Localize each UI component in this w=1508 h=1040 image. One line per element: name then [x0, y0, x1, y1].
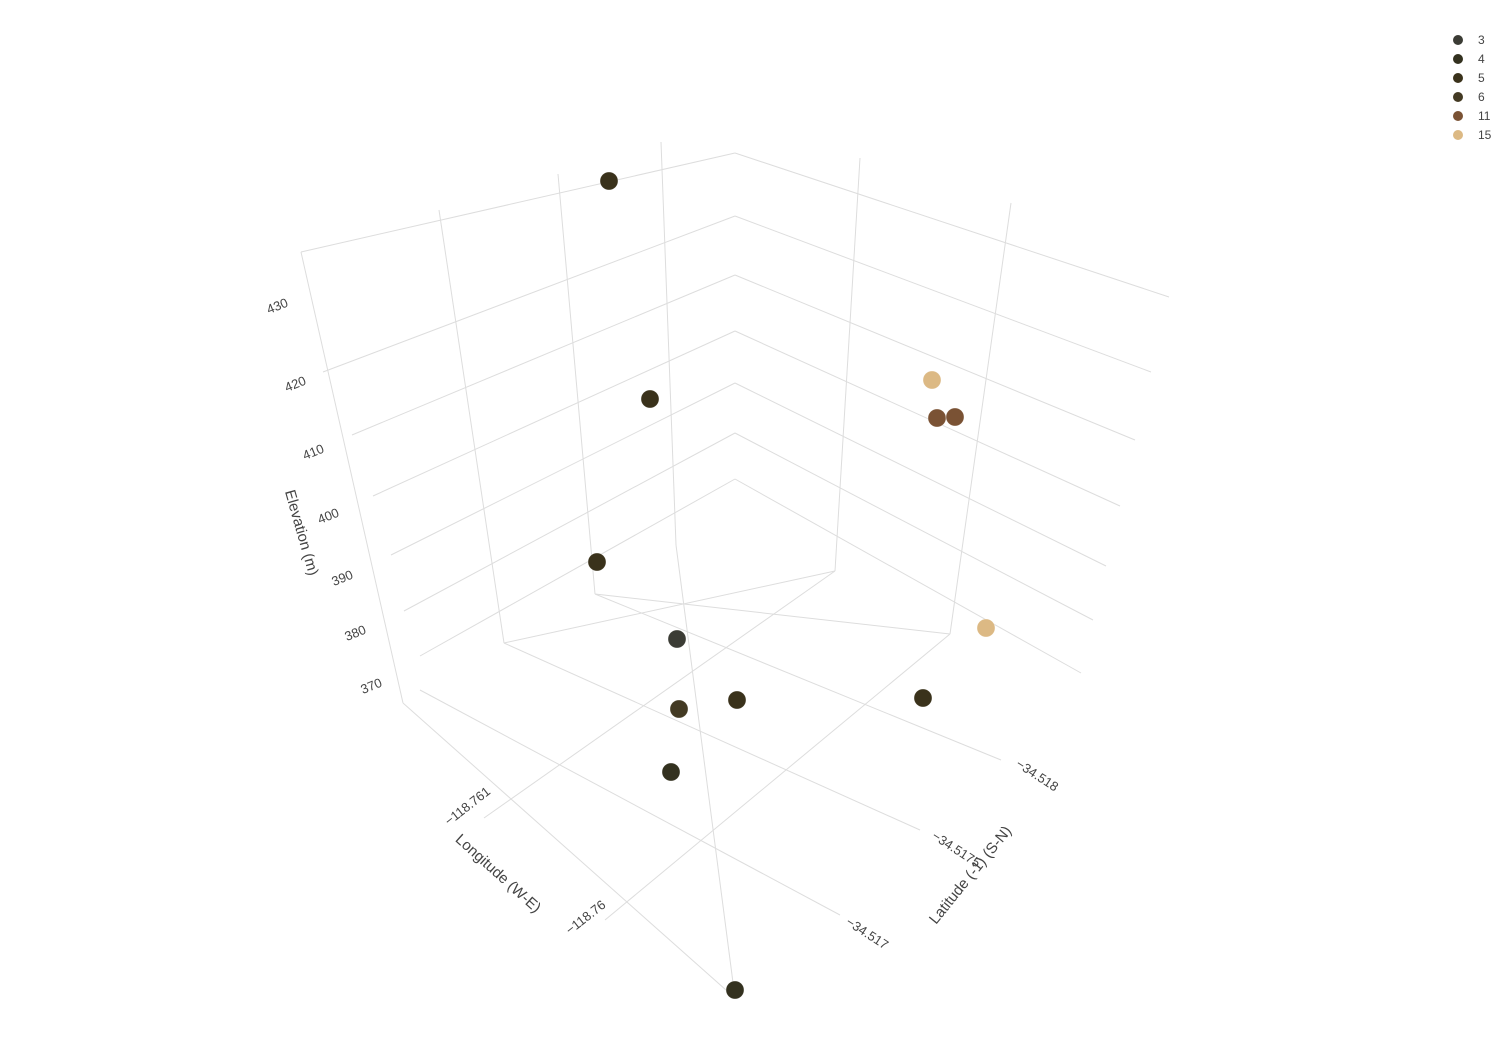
legend-marker — [1453, 130, 1463, 140]
legend-marker — [1453, 92, 1463, 102]
grid-line-floor-5 — [604, 633, 951, 921]
data-points — [587, 171, 996, 1000]
grid-line-z-left-2 — [351, 274, 736, 436]
grid-line-z-right-0 — [734, 152, 1170, 298]
legend-label: 6 — [1478, 90, 1485, 104]
data-point-series-5[interactable] — [599, 171, 619, 191]
data-point-series-4[interactable] — [661, 762, 681, 782]
legend-label: 11 — [1478, 109, 1491, 123]
legend-label: 4 — [1478, 52, 1485, 66]
grid-line-floor-6 — [594, 593, 1002, 761]
grid-line-z-right-4 — [734, 382, 1107, 567]
x-tick-label: −118.761 — [442, 784, 493, 829]
y-tick-label: −34.517 — [843, 914, 891, 952]
legend-item-6[interactable]: 6 — [1453, 90, 1485, 104]
legend-item-4[interactable]: 4 — [1453, 52, 1485, 66]
z-tick-label: 400 — [315, 505, 341, 527]
legend-label: 3 — [1478, 33, 1485, 47]
grid-line-z-left-4 — [390, 382, 736, 556]
data-point-series-4[interactable] — [725, 980, 745, 1000]
legend-label: 15 — [1478, 128, 1492, 142]
data-point-series-5[interactable] — [727, 690, 747, 710]
data-point-series-11[interactable] — [927, 408, 947, 428]
z-tick-label: 410 — [300, 441, 326, 463]
grid-line-floor-7 — [503, 642, 921, 831]
legend-item-11[interactable]: 11 — [1453, 109, 1491, 123]
x-axis-title: Longitude (W-E) — [452, 831, 544, 917]
grid-line-vertical-3 — [660, 141, 677, 546]
data-point-series-5[interactable] — [587, 552, 607, 572]
legend-label: 5 — [1478, 71, 1485, 85]
z-tick-label: 420 — [282, 373, 308, 395]
z-tick-label: 390 — [329, 567, 355, 589]
legend-item-3[interactable]: 3 — [1453, 33, 1485, 47]
grid-line-z-left-3 — [372, 330, 736, 497]
legend-item-15[interactable]: 15 — [1453, 128, 1492, 142]
data-point-series-11[interactable] — [945, 407, 965, 427]
legend-marker — [1453, 35, 1463, 45]
z-axis-title: Elevation (m) — [281, 488, 322, 578]
grid-line-vertical-0 — [300, 251, 404, 704]
tick-labels: 370 380 390 400 410 420 430 −118.761 −118.76 −34.… — [264, 295, 1061, 952]
grid-line-vertical-1 — [438, 209, 505, 644]
z-tick-label: 370 — [358, 675, 384, 697]
data-point-series-3[interactable] — [667, 629, 687, 649]
grid-line-z-left-0 — [300, 152, 736, 253]
grid-line-z-left-6 — [419, 478, 736, 657]
legend-item-5[interactable]: 5 — [1453, 71, 1485, 85]
grid-line-floor-3 — [675, 544, 736, 999]
z-tick-label: 430 — [264, 295, 290, 317]
y-tick-label: −34.518 — [1013, 756, 1061, 794]
grid-line-z-right-1 — [734, 215, 1152, 373]
grid-line-floor-8 — [419, 689, 841, 916]
data-point-series-15[interactable] — [976, 618, 996, 638]
grid-line-z-right-5 — [734, 432, 1094, 621]
legend-marker — [1453, 73, 1463, 83]
grid-line-z-right-3 — [734, 330, 1121, 507]
grid-lines — [300, 141, 1170, 999]
z-tick-label: 380 — [342, 622, 368, 644]
grid-line-z-right-2 — [734, 274, 1136, 441]
x-tick-label: −118.76 — [563, 897, 609, 937]
data-point-series-5[interactable] — [913, 688, 933, 708]
grid-line-floor-0 — [402, 702, 736, 999]
data-point-series-6[interactable] — [669, 699, 689, 719]
grid-line-z-left-1 — [322, 215, 736, 373]
legend-marker — [1453, 111, 1463, 121]
legend[interactable]: 3 4 5 6 11 15 — [1453, 33, 1492, 142]
grid-line-floor-4 — [483, 570, 836, 819]
legend-marker — [1453, 54, 1463, 64]
data-point-series-5[interactable] — [640, 389, 660, 409]
grid-line-vertical-4 — [834, 157, 861, 572]
grid-line-vertical-2 — [557, 173, 596, 595]
data-point-series-15[interactable] — [922, 370, 942, 390]
grid-line-floor-2 — [594, 593, 951, 635]
grid-line-vertical-5 — [949, 202, 1012, 635]
grid-line-z-right-6 — [734, 478, 1082, 674]
grid-line-z-left-5 — [403, 432, 736, 612]
grid-line-floor-1 — [503, 570, 836, 644]
